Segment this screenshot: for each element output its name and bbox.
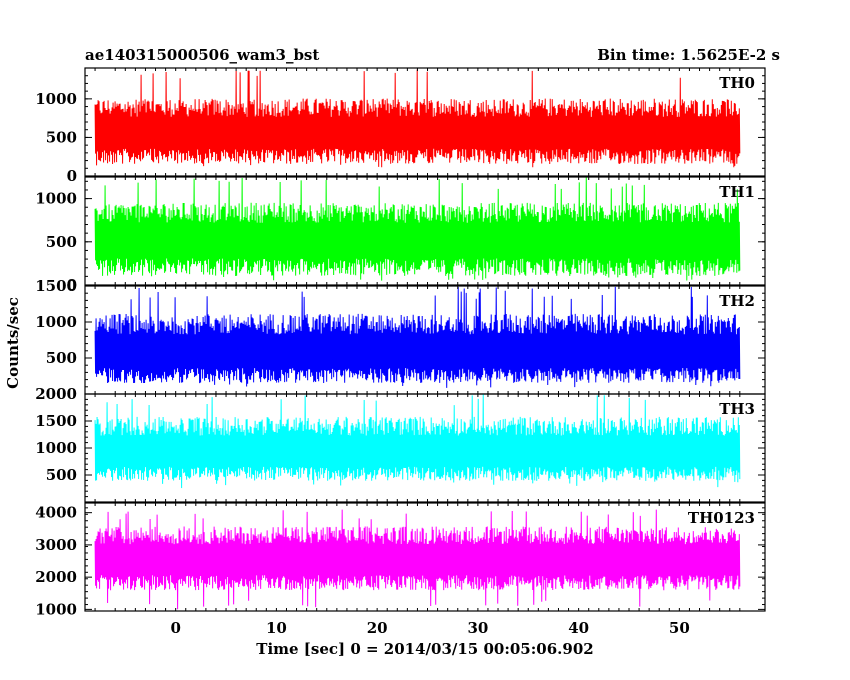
panel-frame	[84, 502, 766, 612]
x-tick-label: 40	[568, 619, 589, 637]
x-tick-label: 0	[170, 619, 180, 637]
y-tick-label: 0	[67, 276, 77, 294]
x-tick-label: 10	[266, 619, 287, 637]
y-tick-label: 0	[67, 167, 77, 185]
y-tick-label: 1000	[35, 313, 77, 331]
lightcurve-th2	[94, 286, 741, 388]
y-tick-label: 500	[46, 466, 77, 484]
panel-label-th2: TH2	[719, 292, 755, 310]
panel-label-th0: TH0	[719, 74, 755, 92]
y-tick-label: 500	[46, 128, 77, 146]
panel-th1: 0 500 1000 TH1	[35, 176, 766, 294]
panel-label-th0123: TH0123	[688, 509, 755, 527]
lightcurve-th0	[94, 69, 741, 168]
y-tick-label: 1000	[35, 439, 77, 457]
y-tick-label: 3000	[35, 536, 77, 554]
y-tick-label: 500	[46, 233, 77, 251]
y-tick-label: 1500	[35, 277, 77, 295]
x-tick-label: 20	[367, 619, 388, 637]
panel-label-th3: TH3	[719, 400, 755, 418]
y-tick-label: 4000	[35, 504, 77, 522]
panel-label-th1: TH1	[719, 183, 755, 201]
y-tick-label: 1500	[35, 412, 77, 430]
x-axis-label: Time [sec] 0 = 2014/03/15 00:05:06.902	[256, 640, 593, 658]
lightcurve-th3	[94, 394, 741, 489]
panel-th2: 500 1000 1500 TH2	[35, 277, 766, 395]
y-tick-label: 500	[46, 349, 77, 367]
x-tick-label: 30	[467, 619, 488, 637]
panel-th3: 500 1000 1500 2000 TH3	[35, 385, 766, 503]
lightcurve-th0123	[94, 509, 741, 610]
y-tick-label: 2000	[35, 385, 77, 403]
y-tick-label: 1000	[35, 90, 77, 108]
panel-th0123: 1000 2000 3000 4000 TH0123 0 10 20 30 40 50	[35, 502, 766, 637]
y-tick-label: 1000	[35, 190, 77, 208]
y-tick-label: 1000	[35, 600, 77, 618]
panel-th0: 0 500 1000 TH0	[35, 67, 766, 185]
panel-frame	[84, 176, 766, 286]
y-tick-label: 2000	[35, 568, 77, 586]
bin-time-label: Bin time: 1.5625E-2 s	[597, 46, 780, 64]
chart-title: ae140315000506_wam3_bst	[85, 46, 319, 64]
x-tick-label: 50	[669, 619, 690, 637]
y-axis-label: Counts/sec	[4, 297, 22, 389]
lightcurve-th1	[94, 177, 741, 281]
